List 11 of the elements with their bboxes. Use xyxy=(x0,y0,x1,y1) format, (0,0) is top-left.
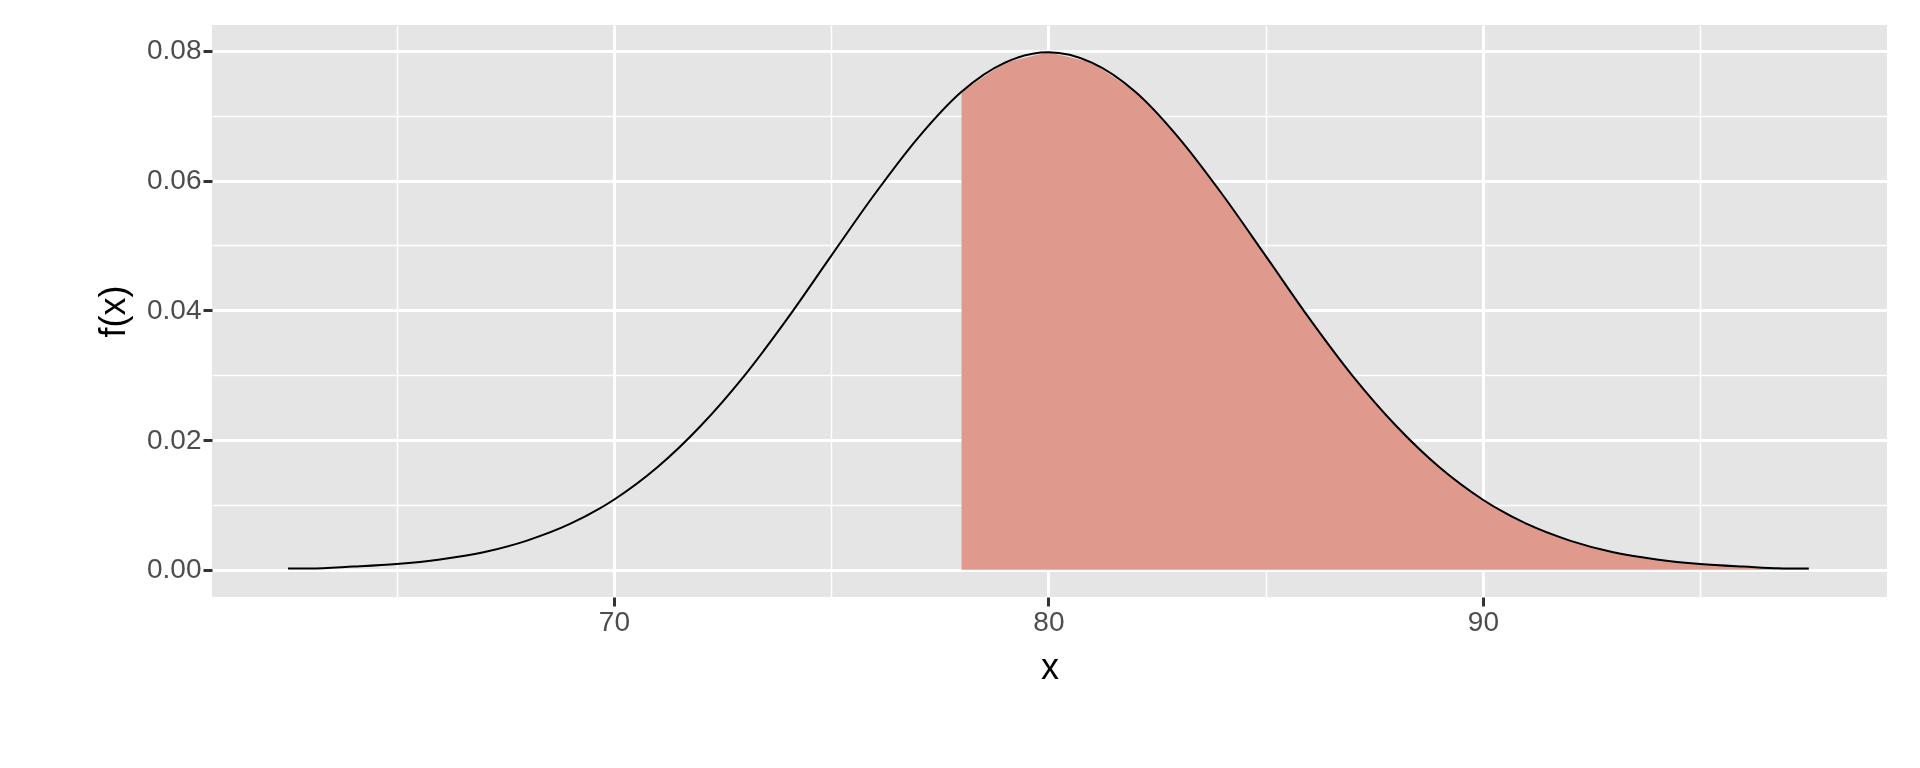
x-tick-label: 70 xyxy=(598,605,630,637)
y-tick-label: 0.02 xyxy=(147,423,202,455)
x-tick-label: 90 xyxy=(1467,605,1499,637)
x-axis-title: x xyxy=(1041,645,1059,687)
y-axis-title: f(x) xyxy=(92,285,133,338)
y-tick-label: 0.00 xyxy=(147,553,202,585)
y-tick-label: 0.08 xyxy=(147,34,202,66)
y-tick-label: 0.06 xyxy=(147,164,202,196)
y-tick-label: 0.04 xyxy=(147,293,202,325)
x-tick-label: 80 xyxy=(1033,605,1065,637)
line-series xyxy=(287,51,1810,570)
